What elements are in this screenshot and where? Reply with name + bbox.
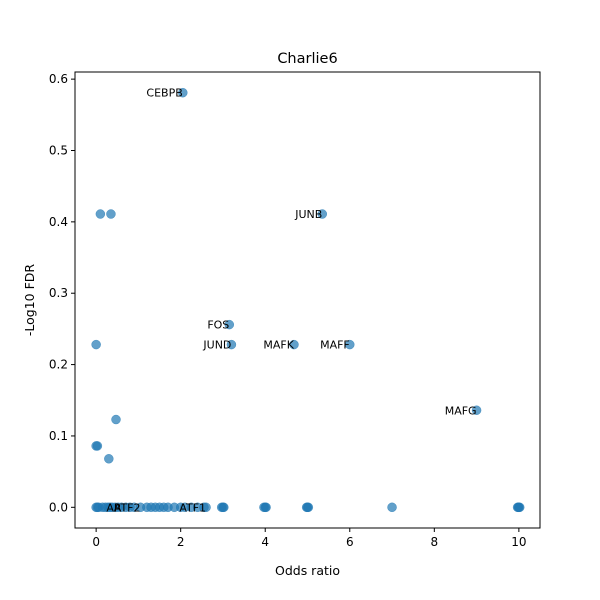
x-axis-label: Odds ratio [275, 563, 340, 578]
point-label-ar: AR [106, 501, 122, 514]
data-points [91, 87, 525, 513]
data-point [387, 502, 397, 513]
data-point [303, 502, 314, 513]
point-label-atf2: ATF2 [114, 501, 141, 514]
y-tick-label: 0.1 [49, 429, 68, 443]
y-axis-label: -Log10 FDR [22, 264, 37, 337]
point-label-atf1: ATF1 [179, 501, 206, 514]
x-tick-label: 4 [261, 535, 269, 549]
point-labels: CEBPB JUNB FOS JUND MAFK MAFF MAFG ATF2 ATF1 AR [106, 87, 476, 515]
y-tick-label: 0.0 [49, 500, 68, 514]
y-tick-label: 0.3 [49, 286, 68, 300]
data-point [471, 405, 482, 416]
x-tick-label: 10 [511, 535, 526, 549]
data-point [289, 339, 299, 350]
x-axis-ticks: 0 2 4 6 8 10 [92, 528, 527, 549]
data-point [317, 209, 328, 219]
data-point [111, 414, 121, 425]
point-label-junb: JUNB [294, 208, 322, 221]
point-label-fos: FOS [207, 319, 229, 332]
point-label-cebpb: CEBPB [146, 87, 182, 100]
data-point [261, 502, 271, 513]
data-point [345, 339, 355, 350]
data-point [92, 441, 103, 451]
plot-area-frame [74, 71, 541, 529]
x-tick-label: 0 [92, 535, 100, 549]
y-tick-label: 0.2 [49, 358, 68, 372]
x-tick-label: 8 [430, 535, 438, 549]
data-point [91, 339, 101, 350]
y-tick-label: 0.5 [49, 143, 68, 157]
point-label-mafk: MAFK [263, 339, 294, 352]
data-point [219, 502, 229, 513]
data-point [178, 87, 188, 98]
point-label-maff: MAFF [320, 339, 350, 352]
y-tick-label: 0.6 [49, 72, 68, 86]
data-point [106, 209, 116, 219]
point-label-mafg: MAFG [445, 404, 477, 417]
data-point [199, 502, 209, 513]
data-point [129, 502, 139, 513]
data-point [224, 319, 235, 330]
data-point [104, 454, 114, 464]
data-point [226, 339, 237, 350]
x-tick-label: 2 [177, 535, 185, 549]
point-label-jund: JUND [202, 339, 231, 352]
data-point [514, 502, 525, 513]
data-point [95, 209, 106, 219]
y-tick-label: 0.4 [49, 215, 68, 229]
x-tick-label: 6 [346, 535, 354, 549]
chart-title: Charlie6 [277, 51, 337, 67]
y-axis-ticks: 0.0 0.1 0.2 0.3 0.4 0.5 0.6 [49, 72, 75, 514]
